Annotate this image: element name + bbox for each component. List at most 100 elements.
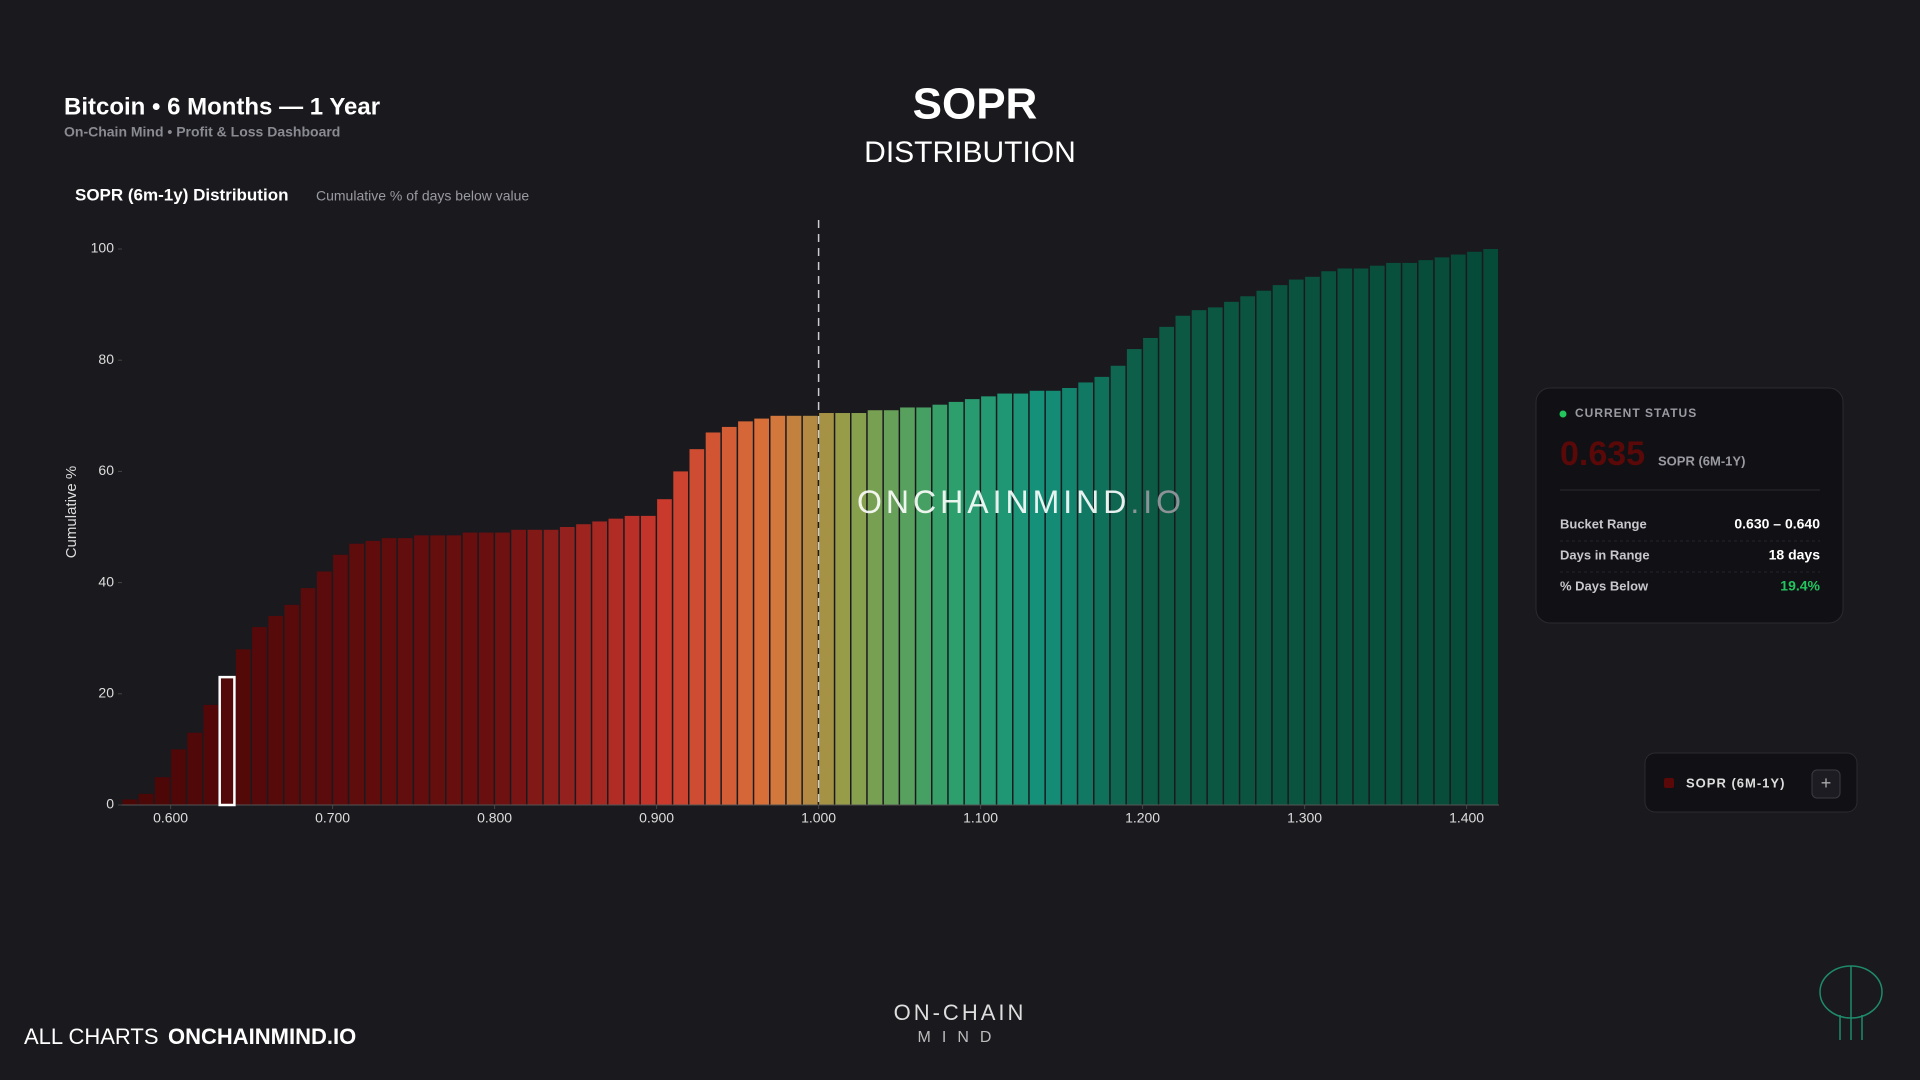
- bar: [786, 415, 802, 805]
- bar: [1045, 390, 1061, 805]
- bar: [1337, 268, 1353, 806]
- bar: [738, 421, 753, 805]
- bar: [981, 396, 996, 805]
- bar: [430, 535, 445, 805]
- watermark-suffix: .IO: [1130, 484, 1185, 520]
- highlight-bar: [218, 675, 236, 807]
- bar: [381, 538, 397, 805]
- main-title: SOPR: [913, 80, 1038, 129]
- bar: [527, 529, 543, 805]
- bars: [122, 249, 1498, 806]
- bar: [592, 521, 607, 805]
- x-tick-label: 1.000: [801, 810, 836, 826]
- bar: [1126, 349, 1142, 805]
- y-tick-label: 60: [98, 462, 114, 478]
- bar: [511, 529, 526, 805]
- bar: [1175, 315, 1191, 805]
- x-tick-label: 0.700: [315, 810, 350, 826]
- x-tick-label: 1.300: [1287, 810, 1322, 826]
- bar: [316, 571, 332, 805]
- bar: [689, 449, 705, 805]
- add-button-label[interactable]: +: [1821, 773, 1832, 793]
- x-tick-label: 1.100: [963, 810, 998, 826]
- bar: [252, 627, 267, 805]
- bar: [300, 588, 316, 805]
- bar: [1159, 326, 1174, 805]
- bar: [657, 499, 672, 805]
- footer-site[interactable]: ONCHAINMIND.IO: [168, 1024, 356, 1049]
- x-tick-label: 0.900: [639, 810, 674, 826]
- footer-link[interactable]: ALL CHARTS: [24, 1024, 159, 1049]
- bar: [1240, 296, 1255, 805]
- bar: [122, 799, 138, 805]
- bar: [1450, 254, 1466, 805]
- bar: [754, 418, 769, 805]
- chart-subtitle: Cumulative % of days below value: [316, 188, 529, 204]
- status-row-label: Bucket Range: [1560, 516, 1647, 531]
- y-tick-label: 80: [98, 351, 114, 367]
- watermark: ONCHAINMIND.IO: [857, 484, 1185, 520]
- bar: [478, 532, 494, 805]
- bar: [1467, 251, 1482, 805]
- status-heading: CURRENT STATUS: [1575, 406, 1697, 420]
- bar: [948, 401, 964, 805]
- bar: [559, 527, 575, 805]
- bar: [932, 404, 948, 805]
- bar: [284, 604, 300, 805]
- brain-icon: [1819, 965, 1883, 1040]
- bar: [446, 535, 462, 805]
- bar: [802, 415, 818, 805]
- bar: [138, 793, 154, 805]
- bar: [1078, 382, 1093, 805]
- bar: [1434, 257, 1450, 806]
- bar: [1143, 337, 1158, 805]
- status-panel: [1535, 387, 1844, 624]
- bar: [462, 532, 478, 805]
- header-title: Bitcoin • 6 Months — 1 Year: [64, 93, 380, 120]
- bar: [1353, 268, 1369, 806]
- bar: [543, 529, 559, 805]
- bar: [1207, 307, 1223, 805]
- status-series: SOPR (6M-1Y): [1658, 453, 1745, 468]
- bar: [964, 399, 980, 805]
- bar: [154, 777, 170, 805]
- legend-label[interactable]: SOPR (6M-1Y): [1686, 775, 1785, 790]
- bar: [333, 554, 348, 805]
- bar: [1483, 249, 1498, 805]
- y-axis-label: Cumulative %: [63, 466, 80, 559]
- bar: [883, 410, 899, 805]
- bar: [1321, 271, 1336, 805]
- x-tick-label: 1.400: [1449, 810, 1484, 826]
- bar: [219, 677, 235, 805]
- bar: [1013, 393, 1029, 805]
- bar: [770, 415, 786, 805]
- bar: [624, 515, 640, 805]
- legend: [1644, 752, 1858, 813]
- bar: [268, 615, 283, 805]
- x-tick-label: 1.200: [1125, 810, 1160, 826]
- main-subtitle: DISTRIBUTION: [864, 136, 1076, 169]
- y-tick-label: 20: [98, 685, 114, 701]
- bar: [851, 413, 867, 805]
- bar: [349, 543, 364, 805]
- status-row-label: Days in Range: [1560, 547, 1650, 562]
- status-row-value: 18 days: [1769, 547, 1821, 563]
- add-button[interactable]: [1811, 769, 1841, 799]
- bar: [867, 410, 883, 805]
- bar: [608, 518, 624, 805]
- bar: [1094, 376, 1110, 805]
- bar: [1110, 365, 1126, 805]
- status-dot: [1559, 410, 1567, 418]
- logo-top: ON-CHAIN: [894, 1000, 1027, 1025]
- bar: [365, 540, 381, 805]
- y-tick-label: 0: [106, 796, 114, 812]
- bar: [705, 432, 721, 805]
- bar: [495, 532, 510, 805]
- header-subtitle: On-Chain Mind • Profit & Loss Dashboard: [64, 124, 340, 140]
- bar: [1386, 262, 1401, 805]
- status-value: 0.635: [1560, 435, 1645, 473]
- y-tick-label: 100: [91, 240, 115, 256]
- bar: [997, 393, 1012, 805]
- bar: [203, 704, 219, 805]
